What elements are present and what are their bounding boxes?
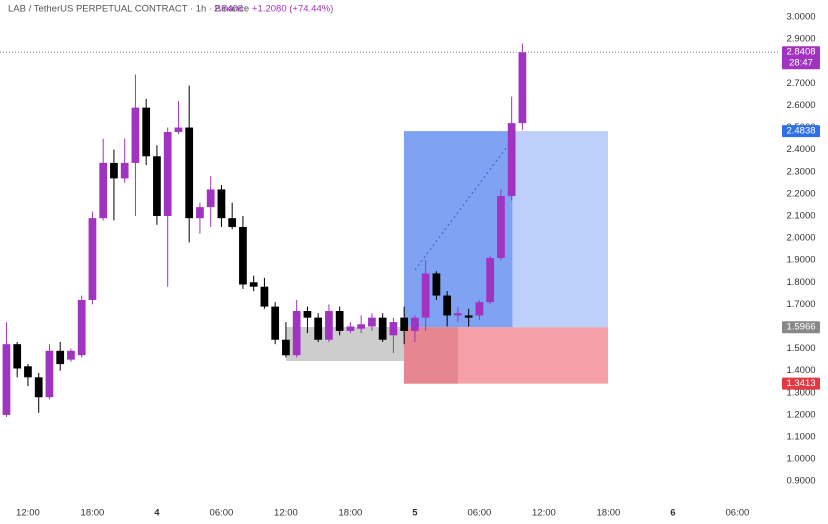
last-price-label: 2.8408 <box>786 47 815 58</box>
candle-body <box>335 311 344 331</box>
y-tick-label: 1.2000 <box>786 409 815 420</box>
x-tick-label: 12:00 <box>16 508 40 519</box>
y-tick-label: 1.4000 <box>786 365 815 376</box>
header-change: +1.2080 (+74.44%) <box>252 4 333 15</box>
y-tick-label: 1.5000 <box>786 343 815 354</box>
candle-body <box>400 317 409 331</box>
candle-body <box>24 366 32 378</box>
candle-body <box>228 218 237 228</box>
trade-path <box>414 139 513 271</box>
x-tick-label: 06:00 <box>725 508 749 519</box>
candle-body <box>196 207 204 219</box>
target-label: 2.4838 <box>786 126 815 137</box>
candle-body <box>464 315 473 318</box>
candle-body <box>120 162 129 179</box>
candle-body <box>421 273 430 318</box>
target-tag <box>782 125 820 138</box>
x-tick-label: 5 <box>412 508 418 519</box>
entry-label: 1.5966 <box>786 322 815 333</box>
x-tick-label: 18:00 <box>597 508 621 519</box>
y-tick-label: 2.2000 <box>786 188 815 199</box>
x-tick-label: 12:00 <box>274 508 298 519</box>
candle-body <box>454 313 462 316</box>
x-tick-label: 4 <box>154 508 160 519</box>
candle-body <box>389 322 398 336</box>
candle-body <box>174 127 183 132</box>
y-tick-label: 1.9000 <box>786 255 815 266</box>
candle-body <box>314 317 323 340</box>
stop-label: 1.3413 <box>786 378 815 389</box>
candle-body <box>507 123 516 197</box>
candle-body <box>217 189 226 219</box>
header-title: LAB / TetherUS PERPETUAL CONTRACT · 1h ·… <box>8 4 249 15</box>
candle-body <box>99 162 108 219</box>
candle-body <box>303 311 312 318</box>
x-tick-label: 6 <box>670 508 675 519</box>
y-tick-label: 1.3000 <box>786 387 815 398</box>
x-tick-label: 12:00 <box>532 508 556 519</box>
candle-body <box>56 350 65 365</box>
y-tick-label: 1.8000 <box>786 277 815 288</box>
y-tick-label: 2.9000 <box>786 34 815 45</box>
candle-body <box>239 227 247 285</box>
candle-body <box>163 131 172 216</box>
candle-body <box>346 326 355 331</box>
candle-body <box>249 282 258 287</box>
candle-body <box>497 196 505 258</box>
entry-tag <box>782 321 820 334</box>
y-tick-label: 1.7000 <box>786 299 815 310</box>
x-tick-label: 18:00 <box>339 508 363 519</box>
countdown-label: 28:47 <box>789 58 813 69</box>
candle-body <box>2 344 11 415</box>
y-tick-label: 2.7000 <box>786 78 815 89</box>
last-price-tag <box>782 46 820 70</box>
y-tick-label: 3.0000 <box>786 12 815 23</box>
x-tick-label: 06:00 <box>210 508 234 519</box>
candle-body <box>67 350 75 360</box>
candle-body <box>260 286 269 307</box>
y-tick-label: 1.1000 <box>786 432 815 443</box>
y-tick-label: 2.0000 <box>786 233 815 244</box>
stop-zone-filled <box>404 327 458 384</box>
candle-body <box>131 107 140 163</box>
y-tick-label: 2.4000 <box>786 144 815 155</box>
y-tick-label: 1.0000 <box>786 454 815 465</box>
candle-body <box>271 306 280 340</box>
candle-body <box>45 350 54 398</box>
x-tick-label: 06:00 <box>468 508 492 519</box>
x-tick-label: 18:00 <box>81 508 105 519</box>
candle-body <box>378 317 387 340</box>
candle-body <box>292 311 301 356</box>
candle-body <box>110 162 118 179</box>
y-tick-label: 2.1000 <box>786 210 815 221</box>
candle-body <box>185 127 194 219</box>
candle-body <box>34 377 43 398</box>
candle-body <box>368 317 376 327</box>
candle-body <box>486 257 495 303</box>
candle-body <box>88 218 97 300</box>
candle-body <box>142 107 151 157</box>
candle-body <box>357 324 366 329</box>
candle-body <box>153 156 161 216</box>
y-tick-label: 2.3000 <box>786 166 815 177</box>
y-tick-label: 2.6000 <box>786 100 815 111</box>
candle-body <box>13 344 22 369</box>
candle-body <box>411 317 419 331</box>
stop-tag <box>782 377 820 390</box>
candle-body <box>77 299 86 356</box>
candle-body <box>206 189 215 208</box>
candle-body <box>475 302 484 316</box>
candle-body <box>325 311 333 340</box>
candle-body <box>443 295 452 316</box>
candle-body <box>518 52 527 124</box>
y-tick-label: 0.9000 <box>786 476 815 487</box>
candle-body <box>432 273 441 296</box>
candle-body <box>282 339 290 356</box>
header-price: 2.8408 <box>214 4 243 15</box>
